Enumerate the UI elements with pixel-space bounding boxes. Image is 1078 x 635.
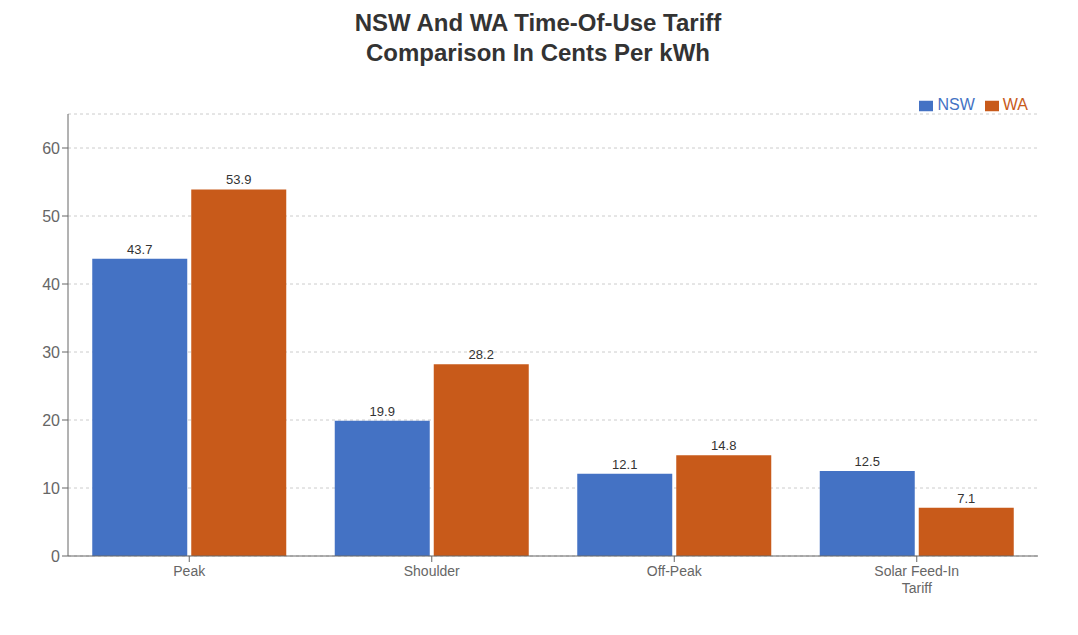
html-text:NSW And WA Time-Of-Use Tariff: NSW And WA Time-Of-Use Tariff — [354, 9, 722, 36]
svg-text:60: 60 — [42, 140, 60, 157]
svg-text:14.8: 14.8 — [711, 438, 736, 453]
html-text:NSW: NSW — [937, 96, 975, 113]
svg-text:Solar Feed-InTariff: Solar Feed-InTariff — [874, 563, 959, 596]
svg-text:12.1: 12.1 — [612, 457, 637, 472]
svg-text:53.9: 53.9 — [226, 172, 251, 187]
svg-text:Shoulder: Shoulder — [404, 563, 460, 579]
svg-text:Off-Peak: Off-Peak — [647, 563, 703, 579]
svg-text:7.1: 7.1 — [957, 491, 975, 506]
svg-text:20: 20 — [42, 412, 60, 429]
svg-text:Peak: Peak — [173, 563, 206, 579]
html-text:Comparison In Cents Per kWh: Comparison In Cents Per kWh — [366, 39, 710, 66]
svg-text:40: 40 — [42, 276, 60, 293]
svg-text:43.7: 43.7 — [127, 242, 152, 257]
svg-text:28.2: 28.2 — [469, 347, 494, 362]
svg-text:0: 0 — [51, 548, 60, 565]
svg-text:30: 30 — [42, 344, 60, 361]
svg-text:19.9: 19.9 — [370, 404, 395, 419]
html-text:WA: WA — [1002, 96, 1028, 113]
svg-text:10: 10 — [42, 480, 60, 497]
svg-text:50: 50 — [42, 208, 60, 225]
svg-text:12.5: 12.5 — [855, 454, 880, 469]
